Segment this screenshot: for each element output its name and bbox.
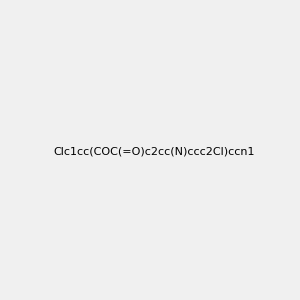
Text: Clc1cc(COC(=O)c2cc(N)ccc2Cl)ccn1: Clc1cc(COC(=O)c2cc(N)ccc2Cl)ccn1 <box>53 146 254 157</box>
